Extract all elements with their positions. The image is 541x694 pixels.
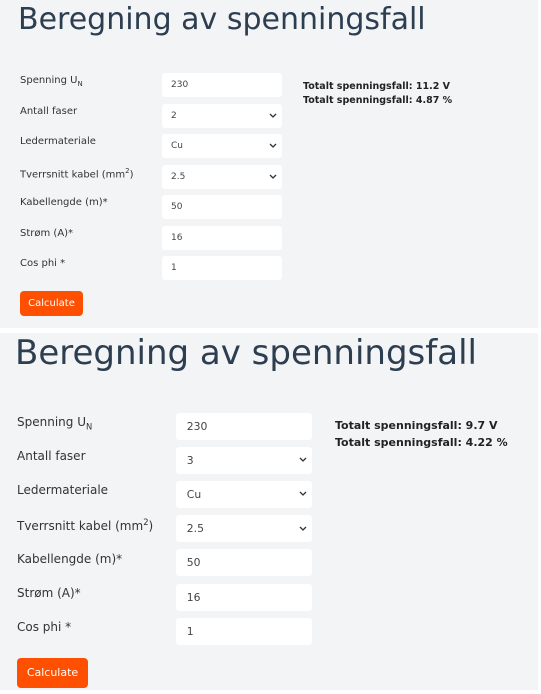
chevron-path [269,113,277,118]
input-box[interactable]: 1 [176,617,312,645]
field-value: 230 [186,419,208,433]
label-text: Antall faser [20,105,78,117]
chevron-path [299,526,307,531]
field-label: Kabellengde (m)* [20,197,108,208]
input-box[interactable]: 1 [162,256,282,280]
calculate-button[interactable]: Calculate [20,291,83,316]
label-subscript: N [77,80,83,88]
field-value: 2.5 [186,522,204,536]
result-text: Totalt spenningsfall: 9.7 V [335,419,498,433]
field-value: 16 [186,590,201,604]
input-box[interactable]: 230 [176,412,312,440]
field-label: Spenning UN [20,75,83,88]
result-text: Totalt spenningsfall: 11.2 V [303,81,450,93]
chevron-path [269,174,277,179]
label-text: Strøm (A)* [20,227,74,239]
field-label: Antall faser [17,449,86,463]
dropdown-chevron [299,491,307,497]
field-value: 1 [186,624,194,638]
calculator-panel: Beregning av spenningsfall Spenning UN 230… [0,333,538,690]
label-subscript: N [85,421,93,432]
select-box[interactable]: 2 [162,103,282,128]
select-box[interactable]: 3 [176,446,312,474]
input-box[interactable]: 50 [176,549,312,577]
label-text: Ledermateriale [20,136,96,147]
input-box[interactable]: 16 [176,583,312,611]
select-box[interactable]: 2.5 [176,515,312,543]
field-label: Antall faser [20,106,77,117]
field-label: Strøm (A)* [17,586,81,600]
label-text: Kabellengde (m)* [20,197,108,208]
select-box[interactable]: Cu [176,480,312,508]
calculator-panel: Beregning av spenningsfall Spenning UN 230… [0,0,538,328]
field-value: 50 [186,556,201,570]
field-label: Cos phi * [20,258,65,269]
field-value: Cu [171,141,183,151]
field-label: Cos phi * [17,620,71,634]
input-box[interactable]: 50 [162,195,282,219]
field-label: Spenning UN [17,415,92,431]
label-text: Cos phi * [20,258,66,269]
result-text: Totalt spenningsfall: 4.87 % [303,95,453,107]
field-label: Tverrsnitt kabel (mm2) [20,167,134,180]
field-value: 50 [171,202,183,212]
label-text: Kabellengde (m)* [17,551,123,566]
chevron-path [269,143,277,148]
chevron-path [299,491,307,497]
label-text: Antall faser [17,449,86,463]
label-text: Spenning U [17,414,86,429]
label-superscript: 2 [125,166,130,175]
result-text: Totalt spenningsfall: 4.22 % [335,436,508,450]
field-value: 2.5 [171,171,186,182]
field-value: 230 [171,80,189,90]
field-label: Ledermateriale [20,136,96,147]
dropdown-chevron [299,526,307,531]
field-value: 1 [171,263,177,273]
label-text: Tverrsnitt kabel (mm [17,519,144,534]
dropdown-chevron [299,457,307,463]
input-box[interactable]: 16 [162,225,282,250]
label-superscript: 2 [143,517,149,528]
label-text: Tverrsnitt kabel (mm [20,168,126,180]
label-text: ) [129,168,134,180]
field-value: 2 [171,110,177,121]
label-text: Cos phi * [17,620,72,634]
page-title: Beregning av spenningsfall [18,2,426,37]
field-value: Cu [186,487,202,501]
dropdown-chevron [269,174,277,179]
dropdown-chevron [269,113,277,118]
field-label: Strøm (A)* [20,228,73,239]
field-value: 16 [171,232,183,243]
field-label: Ledermateriale [17,483,108,497]
select-box[interactable]: 2.5 [162,164,282,189]
select-box[interactable]: Cu [162,134,282,158]
field-label: Tverrsnitt kabel (mm2) [17,517,153,533]
dropdown-chevron [269,143,277,148]
label-text: Ledermateriale [17,483,109,498]
chevron-path [299,457,307,463]
label-text: Strøm (A)* [17,585,81,600]
page-title: Beregning av spenningsfall [15,333,477,373]
field-value: 3 [186,453,194,467]
field-label: Kabellengde (m)* [17,552,122,566]
calculate-button[interactable]: Calculate [17,658,88,688]
input-box[interactable]: 230 [162,73,282,97]
label-text: ) [148,519,154,534]
label-text: Spenning U [20,75,78,86]
